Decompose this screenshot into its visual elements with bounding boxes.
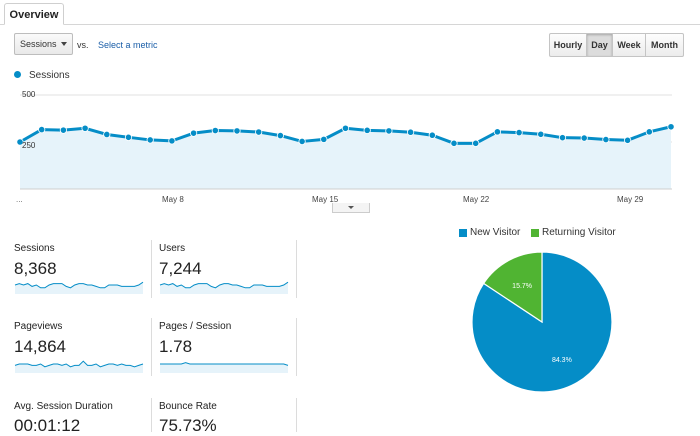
returning-visitor-legend-label[interactable]: Returning Visitor (542, 227, 616, 238)
sessions-data-point (168, 137, 176, 145)
week-button[interactable]: Week (613, 33, 646, 57)
scorecard-divider (296, 318, 297, 376)
sessions-data-point (645, 128, 653, 136)
sessions-data-point (146, 136, 154, 144)
sessions-legend-label[interactable]: Sessions (29, 70, 70, 81)
scorecard-label-pageviews: Pageviews (14, 321, 63, 332)
sessions-data-point (124, 133, 133, 141)
sessions-sparkline (14, 281, 144, 294)
sparkline-line (14, 281, 144, 289)
sessions-data-point (211, 126, 219, 135)
scorecard-label-bounce-rate: Bounce Rate (159, 401, 217, 412)
sessions-data-point (363, 126, 371, 134)
sessions-data-point (406, 128, 415, 136)
sessions-data-point (623, 136, 632, 144)
sessions-data-point (59, 126, 68, 134)
new-visitor-slice-label: 84.3% (552, 357, 572, 364)
metric-select-value: Sessions (20, 39, 57, 49)
sessions-data-point (103, 130, 111, 139)
returning-visitor-legend-swatch (531, 229, 539, 237)
scorecard-divider (151, 398, 152, 432)
y-tick-250: 250 (22, 141, 36, 150)
collapse-chart-toggle[interactable] (332, 203, 370, 213)
hourly-button[interactable]: Hourly (549, 33, 587, 57)
sessions-data-point (602, 135, 610, 144)
users-sparkline (159, 281, 289, 294)
sessions-data-point (450, 139, 458, 147)
sessions-data-point (580, 134, 588, 142)
new-visitor-legend-label[interactable]: New Visitor (470, 227, 521, 238)
sessions-data-point (233, 127, 241, 135)
scorecard-value-sessions: 8,368 (14, 259, 57, 278)
chevron-down-icon (348, 206, 354, 209)
x-tick-may-15: May 15 (312, 195, 339, 204)
pageviews-sparkline (14, 360, 144, 373)
scorecard-label-pages-per-session: Pages / Session (159, 321, 232, 332)
month-button[interactable]: Month (646, 33, 684, 57)
sessions-data-point (428, 131, 436, 139)
sessions-data-point (276, 132, 284, 140)
sessions-data-point (81, 124, 89, 132)
scorecard-label-users: Users (159, 243, 186, 254)
sessions-data-point (298, 137, 306, 146)
sessions-data-point (38, 125, 46, 134)
day-button[interactable]: Day (587, 33, 613, 57)
x-tick-ellipsis: ... (16, 195, 23, 204)
sparkline-line (160, 362, 289, 366)
visitor-type-pie-chart: 84.3% 15.7% (471, 251, 613, 393)
x-tick-may-29: May 29 (617, 195, 644, 204)
sessions-data-point (190, 129, 198, 137)
returning-visitor-slice (482, 251, 543, 324)
sessions-data-point (16, 138, 24, 146)
sessions-data-point (667, 123, 675, 131)
returning-visitor-slice-label: 15.7% (512, 283, 532, 290)
x-tick-may-8: May 8 (162, 195, 184, 204)
scorecard-value-bounce-rate: 75.73% (159, 416, 217, 435)
time-granularity-buttons: Hourly Day Week Month (549, 33, 684, 57)
sessions-data-point (537, 130, 545, 138)
sessions-data-point (385, 127, 393, 135)
sessions-line-chart (16, 94, 675, 190)
sessions-data-point (472, 139, 480, 147)
y-tick-500: 500 (22, 90, 36, 99)
scorecard-value-users: 7,244 (159, 259, 202, 278)
metric-select[interactable]: Sessions (14, 33, 73, 55)
sessions-legend-dot (14, 71, 21, 78)
sparkline-area (15, 361, 143, 373)
sessions-data-point (493, 128, 501, 136)
scorecard-value-pages-per-session: 1.78 (159, 337, 193, 356)
scorecard-label-sessions: Sessions (14, 243, 55, 254)
sparkline-line (14, 360, 144, 368)
scorecard-label-avg-session-duration: Avg. Session Duration (14, 401, 113, 412)
tab-overview[interactable]: Overview (4, 3, 64, 25)
sessions-data-point (255, 128, 263, 136)
x-tick-may-22: May 22 (463, 195, 490, 204)
scorecard-value-pageviews: 14,864 (14, 337, 66, 356)
sparkline-line (159, 281, 289, 289)
sessions-data-point (341, 124, 350, 132)
scorecard-divider (151, 318, 152, 376)
scorecard-divider (296, 398, 297, 432)
sessions-data-point (320, 135, 328, 143)
tab-strip-divider (0, 24, 700, 25)
pages-per-session-sparkline (160, 362, 289, 373)
scorecard-value-avg-session-duration: 00:01:12 (14, 416, 81, 435)
scorecard-divider (151, 240, 152, 298)
select-a-metric-link[interactable]: Select a metric (98, 40, 158, 50)
new-visitor-legend-swatch (459, 229, 467, 237)
chevron-down-icon (61, 42, 67, 46)
sessions-data-point (558, 134, 567, 142)
sessions-data-point (515, 128, 523, 137)
vs-label: vs. (77, 40, 89, 50)
sparkline-area (160, 362, 288, 373)
scorecard-divider (296, 240, 297, 298)
sessions-area (20, 126, 671, 189)
